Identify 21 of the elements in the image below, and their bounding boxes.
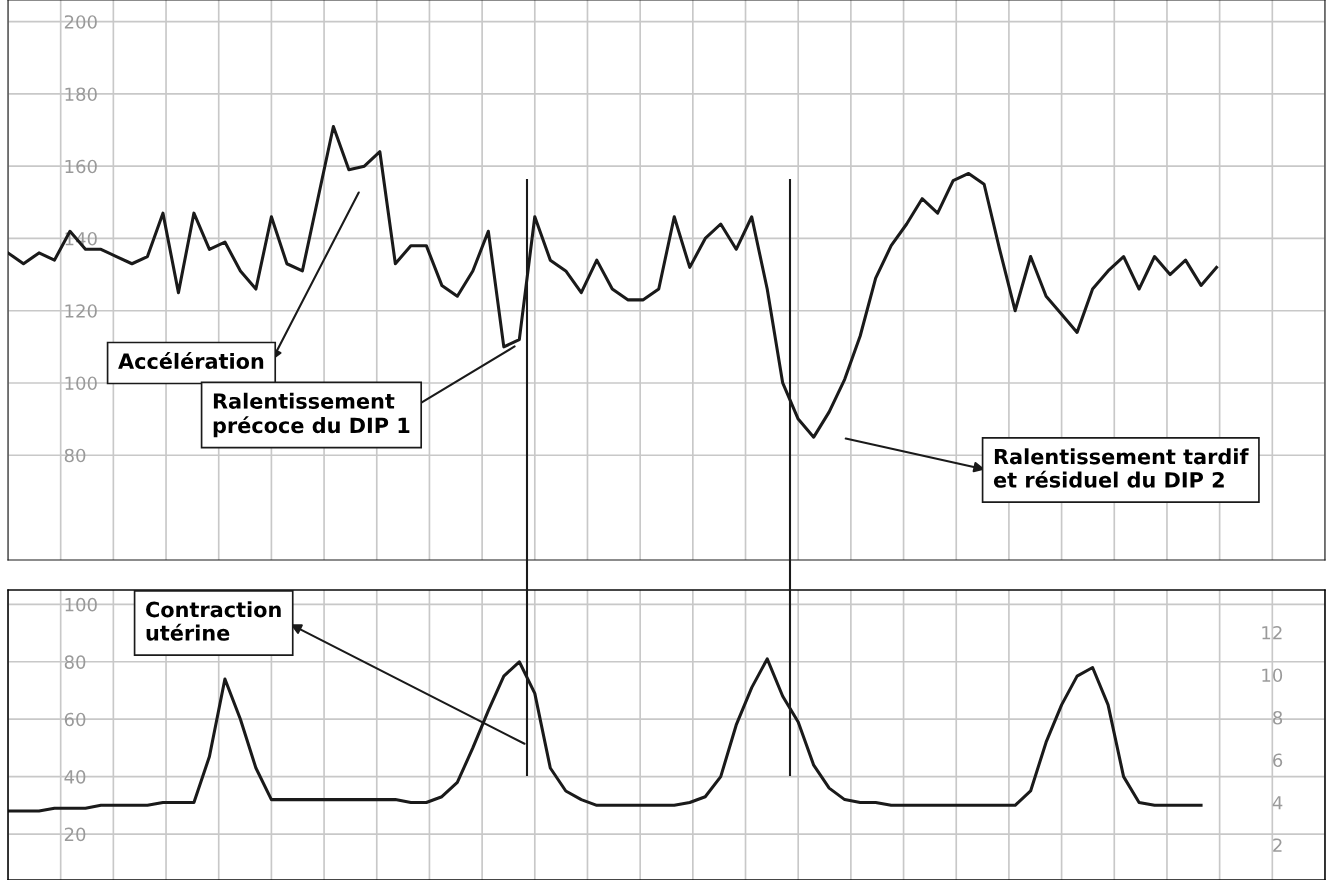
y2-tick-label: 2 — [1273, 838, 1282, 852]
y-tick-label: 100 — [65, 597, 97, 612]
y-tick-label: 160 — [65, 159, 97, 174]
y-tick-label: 80 — [64, 655, 86, 669]
y2-tick-label: 8 — [1273, 710, 1283, 725]
annotation: Ralentissement tardif et résiduel du DIP 2 — [993, 448, 1249, 488]
y-tick-label: 180 — [65, 87, 97, 102]
y-tick-label: 20 — [64, 827, 86, 842]
y2-tick-label: 4 — [1272, 796, 1283, 810]
annotation: Ralentissement précoce du DIP 1 — [213, 392, 410, 438]
y2-tick-label: 6 — [1273, 753, 1283, 768]
y-tick-label: 40 — [64, 770, 86, 784]
y-tick-label: 200 — [64, 15, 97, 29]
y-tick-label: 60 — [64, 712, 86, 727]
annotation: Accélération — [118, 352, 264, 370]
y-tick-label: 80 — [64, 448, 86, 463]
y2-tick-label: 12 — [1262, 625, 1282, 640]
y-tick-label: 100 — [65, 376, 97, 391]
y-tick-label: 120 — [65, 304, 97, 318]
y2-tick-label: 10 — [1262, 668, 1283, 683]
annotation: Contraction utérine — [146, 601, 281, 641]
